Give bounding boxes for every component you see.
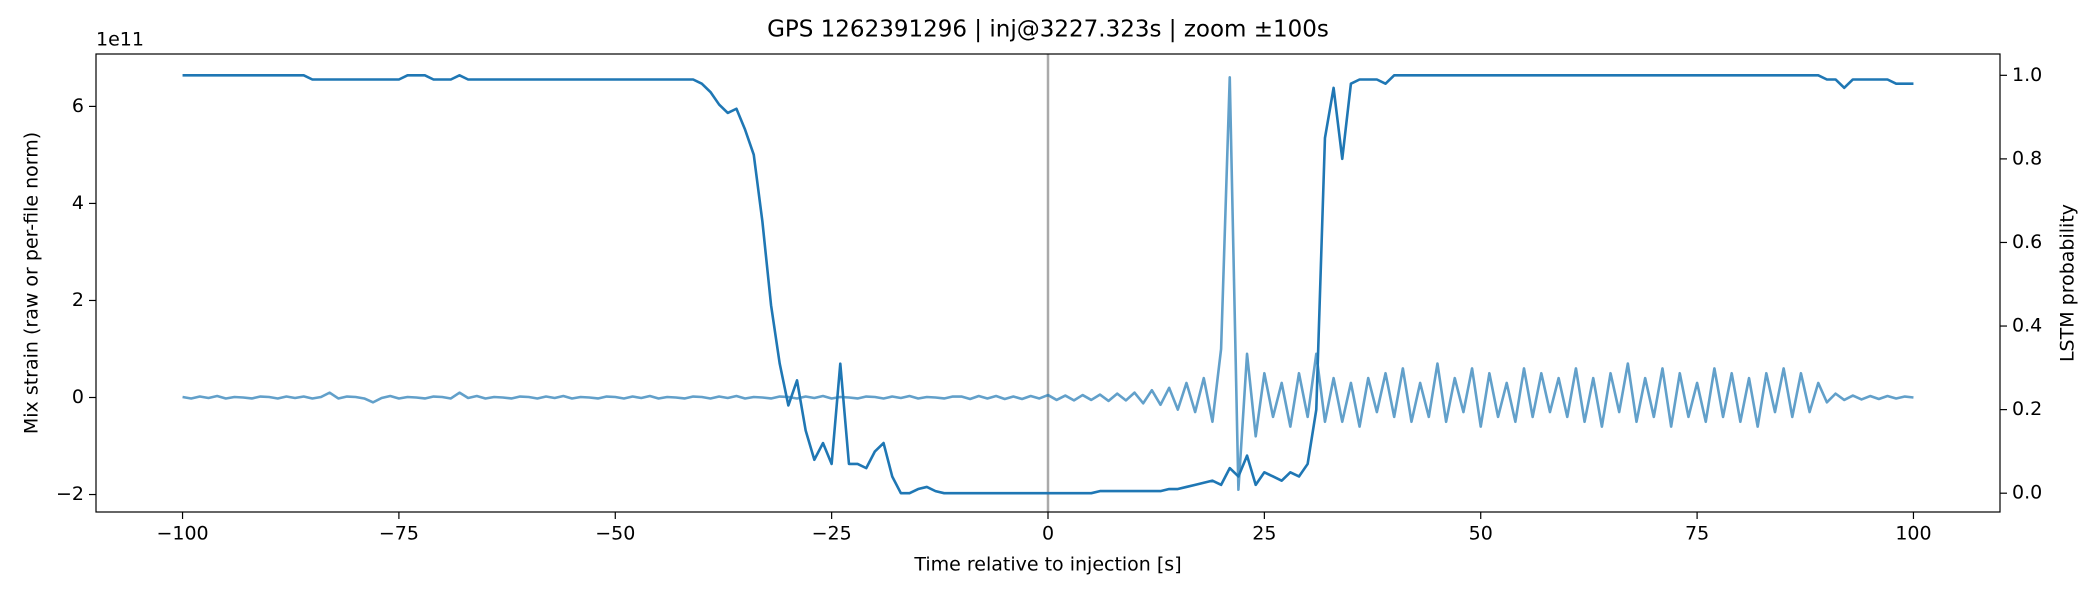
line-series [182, 75, 1914, 491]
x-tick-label: 25 [1252, 523, 1276, 545]
y-tick-label: 6 [72, 95, 84, 117]
chart-title: GPS 1262391296 | inj@3227.323s | zoom ±1… [767, 17, 1329, 43]
y2-tick-label: 0.6 [2012, 231, 2042, 253]
y2-tick-label: 0.4 [2012, 315, 2042, 337]
y2-axis-label: LSTM probability [2057, 204, 2079, 362]
y2-tick-label: 0.0 [2012, 482, 2042, 504]
y2-tick-label: 1.0 [2012, 64, 2042, 86]
y-tick-label: 4 [72, 192, 84, 214]
y-tick-label: 0 [72, 386, 84, 408]
y-tick-label: 2 [72, 289, 84, 311]
line-series [182, 74, 1914, 495]
y-offset-label: 1e11 [96, 29, 144, 51]
x-tick-label: 100 [1895, 523, 1931, 545]
x-tick-label: −100 [156, 523, 208, 545]
x-tick-label: −75 [379, 523, 419, 545]
x-tick-label: 50 [1469, 523, 1493, 545]
x-tick-label: −25 [812, 523, 852, 545]
x-tick-label: −50 [595, 523, 635, 545]
y-axis-label: Mix strain (raw or per-file norm) [21, 132, 43, 434]
x-tick-label: 75 [1685, 523, 1709, 545]
y2-tick-label: 0.8 [2012, 147, 2042, 169]
x-axis-label: Time relative to injection [s] [913, 554, 1181, 576]
x-tick-label: 0 [1042, 523, 1054, 545]
y-tick-label: −2 [56, 483, 84, 505]
y2-tick-label: 0.2 [2012, 398, 2042, 420]
